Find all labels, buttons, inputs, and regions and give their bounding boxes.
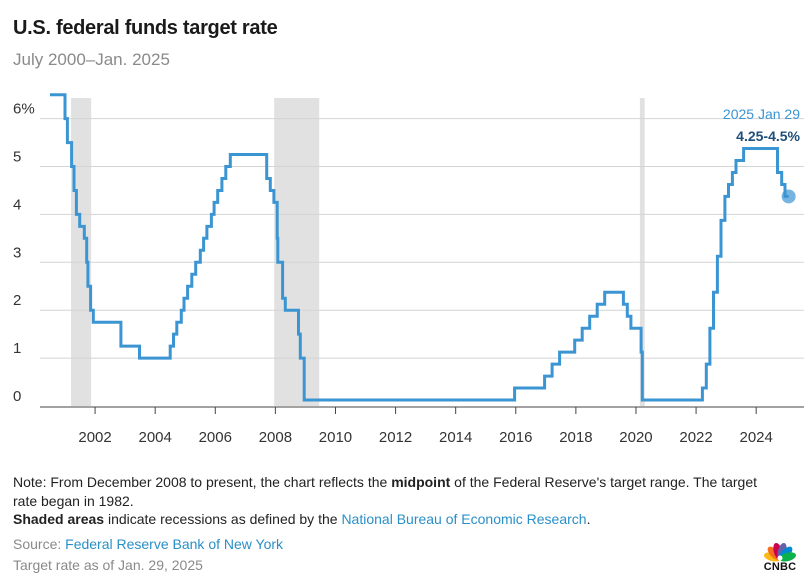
- y-tick-label: 5: [13, 149, 21, 166]
- x-axis: 2002 2004 2006 2008 2010 2012 2014 2016 2018 2020…: [40, 406, 804, 446]
- y-tick-label: 6%: [13, 101, 35, 118]
- x-tick-label: 2012: [379, 429, 412, 446]
- y-tick-label: 1: [13, 340, 21, 357]
- logo-wordmark: CNBC: [763, 561, 797, 573]
- recession-band: [639, 98, 645, 406]
- x-tick-label: 2006: [199, 429, 232, 446]
- x-tick-label: 2008: [259, 429, 292, 446]
- recession-bands: [71, 98, 645, 406]
- chart-subtitle: July 2000–Jan. 2025: [13, 50, 170, 69]
- y-tick-label: 4: [13, 196, 21, 213]
- x-tick-label: 2014: [439, 429, 472, 446]
- chart-notes: Note: From December 2008 to present, the…: [13, 473, 773, 529]
- x-tick-label: 2010: [319, 429, 352, 446]
- annotation-value: 4.25-4.5%: [736, 128, 800, 144]
- fed-funds-chart: 2002 2004 2006 2008 2010 2012 2014 2016 2018 2020…: [13, 93, 804, 446]
- source-line: Source: Federal Reserve Bank of New York: [13, 536, 284, 552]
- peacock-icon: [763, 542, 797, 562]
- annotation-date: 2025 Jan 29: [723, 106, 800, 122]
- x-tick-label: 2020: [619, 429, 652, 446]
- note-text: Note: From December 2008 to present, the…: [13, 474, 757, 509]
- x-tick-label: 2024: [739, 429, 772, 446]
- recession-band: [274, 98, 320, 406]
- source-link[interactable]: Federal Reserve Bank of New York: [65, 536, 284, 552]
- chart-title: U.S. federal funds target rate: [13, 17, 278, 39]
- recession-band: [71, 98, 92, 406]
- x-tick-label: 2022: [679, 429, 712, 446]
- x-tick-label: 2004: [138, 429, 171, 446]
- x-tick-label: 2018: [559, 429, 592, 446]
- y-tick-label: 3: [13, 244, 21, 261]
- series-line: [50, 93, 789, 402]
- y-axis-labels: 0 1 2 3 4 5 6%: [13, 101, 35, 405]
- shaded-note: Shaded areas indicate recessions as defi…: [13, 511, 591, 527]
- cnbc-logo: CNBC: [756, 537, 804, 577]
- y-tick-label: 2: [13, 292, 21, 309]
- x-tick-label: 2016: [499, 429, 532, 446]
- as-of-date: Target rate as of Jan. 29, 2025: [13, 557, 203, 573]
- y-tick-label: 0: [13, 388, 21, 405]
- nber-link[interactable]: National Bureau of Economic Research: [341, 511, 587, 527]
- peacock-body: [777, 555, 783, 561]
- peacock-feather: [779, 552, 797, 562]
- endpoint-marker: [781, 189, 796, 204]
- x-tick-label: 2002: [78, 429, 111, 446]
- gridlines: [40, 118, 804, 359]
